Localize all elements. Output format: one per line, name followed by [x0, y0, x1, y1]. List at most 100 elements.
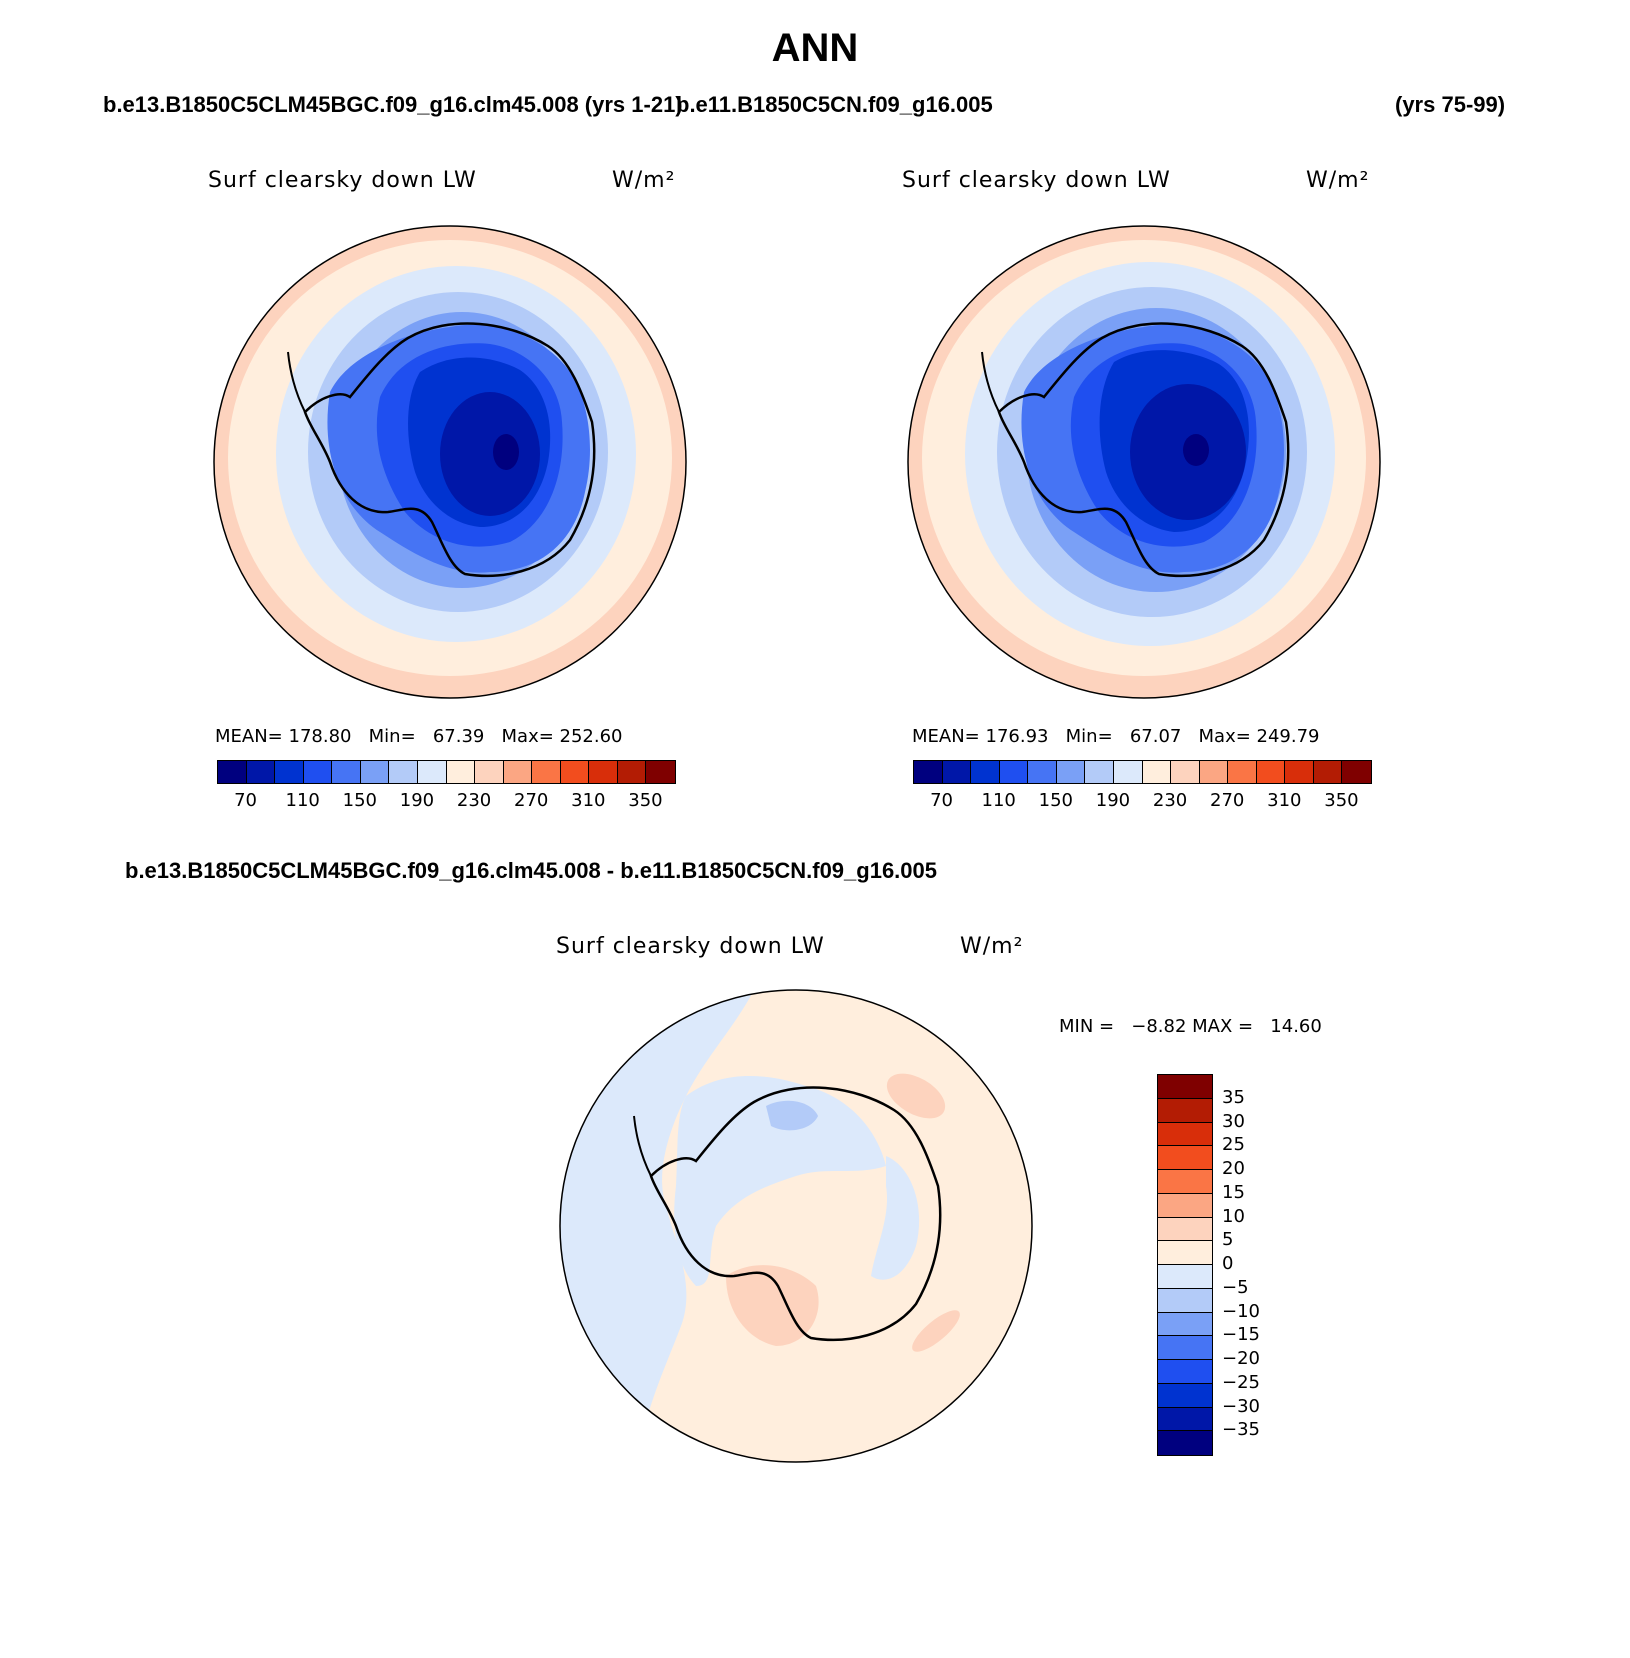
right-colorbar-swatch: [1313, 761, 1343, 783]
left-colorbar-swatch: [560, 761, 590, 783]
right-colorbar-label: 350: [1324, 790, 1359, 811]
right-colorbar-swatch: [1056, 761, 1086, 783]
diff-colorbar-swatch: [1158, 1122, 1212, 1147]
right-colorbar-label: 110: [981, 790, 1016, 811]
left-colorbar-swatch: [246, 761, 276, 783]
right-colorbar-swatch: [1171, 761, 1200, 783]
diff-colorbar-label: 10: [1222, 1205, 1245, 1227]
diff-colorbar-swatch: [1158, 1170, 1212, 1194]
left-colorbar-swatch: [617, 761, 647, 783]
right-colorbar-label: 230: [1152, 790, 1188, 811]
diff-colorbar-swatch: [1158, 1193, 1212, 1218]
left-colorbar-swatch: [218, 761, 247, 783]
diff-colorbar-label: 20: [1222, 1158, 1245, 1179]
left-colorbar-swatch: [360, 761, 390, 783]
diff-colorbar-labels: 35 30 25 20 15 10 5 0 −5 −10 −15 −20 −25 −30 −35: [1222, 1074, 1302, 1454]
left-colorbar-swatch: [589, 761, 618, 783]
left-colorbar-swatch: [503, 761, 533, 783]
diff-colorbar-label: 15: [1222, 1181, 1245, 1203]
right-map: [907, 225, 1381, 699]
right-colorbar-swatch: [914, 761, 943, 783]
right-colorbar-swatch: [1199, 761, 1229, 783]
left-panel-stats: MEAN= 178.80 Min= 67.39 Max= 252.60: [215, 726, 623, 747]
left-panel-units: W/m²: [612, 168, 676, 193]
left-colorbar: [217, 760, 676, 784]
right-panel-stats: MEAN= 176.93 Min= 67.07 Max= 249.79: [912, 726, 1320, 747]
right-panel-variable: Surf clearsky down LW: [902, 168, 1171, 193]
left-colorbar-swatch: [646, 761, 675, 783]
diff-panel-variable: Surf clearsky down LW: [556, 934, 825, 959]
left-colorbar-label: 190: [399, 790, 435, 811]
left-colorbar-swatch: [475, 761, 504, 783]
right-years-header: (yrs 75-99): [1395, 92, 1506, 117]
diff-colorbar: [1157, 1074, 1213, 1456]
right-colorbar-swatch: [971, 761, 1000, 783]
diff-colorbar-swatch: [1158, 1265, 1212, 1289]
diff-colorbar-label: −30: [1222, 1395, 1260, 1417]
right-colorbar-swatch: [1342, 761, 1371, 783]
left-case-header: b.e13.B1850C5CLM45BGC.f09_g16.clm45.008 …: [103, 92, 683, 117]
diff-colorbar-swatch: [1158, 1075, 1212, 1099]
right-colorbar-swatch: [1085, 761, 1114, 783]
left-colorbar-swatch: [417, 761, 447, 783]
left-colorbar-label: 350: [628, 790, 663, 811]
left-colorbar-labels: 70 110 150 190 230 270 310 350: [217, 790, 674, 814]
diff-panel-units: W/m²: [960, 934, 1024, 959]
left-colorbar-label: 310: [571, 790, 606, 811]
left-map: [213, 225, 687, 699]
diff-colorbar-swatch: [1158, 1360, 1212, 1384]
diff-colorbar-label: 0: [1222, 1253, 1234, 1274]
left-colorbar-swatch: [275, 761, 304, 783]
diff-colorbar-label: 30: [1222, 1110, 1245, 1132]
right-colorbar-swatch: [1285, 761, 1314, 783]
diff-colorbar-label: 35: [1222, 1086, 1245, 1108]
diff-colorbar-swatch: [1158, 1217, 1212, 1242]
diff-map: [559, 989, 1033, 1463]
left-colorbar-label: 150: [342, 790, 377, 811]
left-colorbar-swatch: [532, 761, 561, 783]
right-colorbar-label: 150: [1038, 790, 1073, 811]
right-colorbar-swatch: [1228, 761, 1257, 783]
diff-colorbar-label: 5: [1222, 1229, 1234, 1251]
right-panel-units: W/m²: [1306, 168, 1370, 193]
diff-colorbar-swatch: [1158, 1098, 1212, 1123]
diff-colorbar-swatch: [1158, 1241, 1212, 1265]
left-colorbar-swatch: [303, 761, 333, 783]
right-colorbar: [913, 760, 1372, 784]
diff-colorbar-swatch: [1158, 1336, 1212, 1360]
diff-colorbar-swatch: [1158, 1146, 1212, 1170]
diff-colorbar-label: −35: [1222, 1419, 1260, 1441]
right-colorbar-label: 310: [1267, 790, 1302, 811]
diff-colorbar-label: −25: [1222, 1371, 1260, 1393]
diff-colorbar-swatch: [1158, 1431, 1212, 1455]
figure-title: ANN: [771, 26, 859, 70]
right-case-header: b.e11.B1850C5CN.f09_g16.005: [676, 92, 993, 117]
diff-colorbar-label: −20: [1222, 1348, 1260, 1369]
right-colorbar-label: 270: [1210, 790, 1245, 811]
diff-colorbar-label: 25: [1222, 1134, 1245, 1156]
left-colorbar-label: 70: [234, 790, 258, 811]
diff-case-header: b.e13.B1850C5CLM45BGC.f09_g16.clm45.008 …: [125, 858, 938, 883]
right-colorbar-swatch: [942, 761, 972, 783]
diff-colorbar-label: −10: [1222, 1300, 1260, 1322]
diff-colorbar-swatch: [1158, 1312, 1212, 1337]
left-colorbar-swatch: [332, 761, 361, 783]
diff-panel-stats: MIN = −8.82 MAX = 14.60: [1059, 1016, 1322, 1037]
right-colorbar-swatch: [1113, 761, 1143, 783]
right-colorbar-swatch: [1142, 761, 1172, 783]
left-colorbar-label: 110: [285, 790, 320, 811]
diff-colorbar-swatch: [1158, 1288, 1212, 1313]
right-colorbar-swatch: [999, 761, 1029, 783]
diff-colorbar-swatch: [1158, 1407, 1212, 1432]
left-colorbar-label: 230: [456, 790, 492, 811]
diff-colorbar-label: −15: [1222, 1324, 1260, 1346]
diff-colorbar-swatch: [1158, 1383, 1212, 1408]
right-colorbar-label: 70: [930, 790, 954, 811]
right-colorbar-swatch: [1028, 761, 1057, 783]
right-colorbar-labels: 70 110 150 190 230 270 310 350: [913, 790, 1370, 814]
left-colorbar-label: 270: [514, 790, 549, 811]
left-panel-variable: Surf clearsky down LW: [208, 168, 477, 193]
diff-colorbar-label: −5: [1222, 1276, 1249, 1298]
right-colorbar-swatch: [1256, 761, 1286, 783]
left-colorbar-swatch: [446, 761, 476, 783]
